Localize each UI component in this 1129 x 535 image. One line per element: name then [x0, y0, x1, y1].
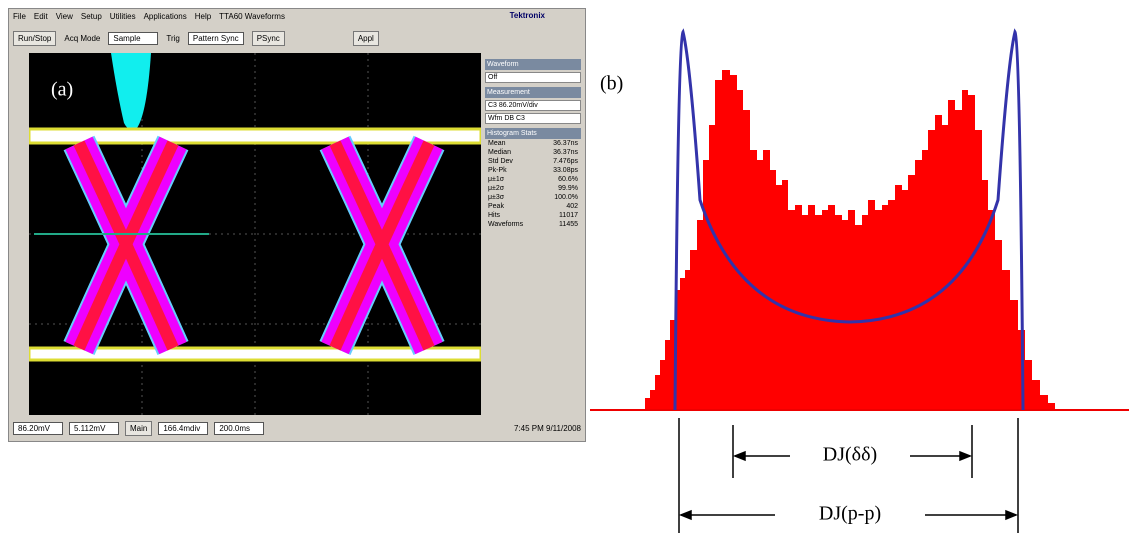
stat-value: 402 [566, 203, 578, 210]
offset[interactable]: 5.112mV [69, 422, 119, 435]
menu-item[interactable]: Applications [144, 12, 187, 21]
main-button[interactable]: Main [125, 421, 152, 436]
stat-row: μ±3σ 100.0% [485, 193, 581, 202]
stat-name: Waveforms [488, 221, 523, 228]
hpos[interactable]: 166.4mdiv [158, 422, 208, 435]
panel-label: (b) [600, 73, 623, 95]
dj-dd-label: DJ(δδ) [823, 444, 877, 466]
menu-item[interactable]: TTA60 Waveforms [219, 12, 285, 21]
stat-row: μ±2σ 99.9% [485, 184, 581, 193]
section-header: Waveform [485, 59, 581, 70]
stat-name: Median [488, 149, 511, 156]
stat-row: Pk-Pk 33.08ps [485, 166, 581, 175]
stat-row: Std Dev 7.476ps [485, 157, 581, 166]
menu-item[interactable]: View [56, 12, 73, 21]
stat-name: Mean [488, 140, 506, 147]
trig-select[interactable]: Pattern Sync [188, 32, 244, 45]
stat-name: μ±1σ [488, 176, 504, 183]
psync-button[interactable]: PSync [252, 31, 285, 46]
stat-row: Waveforms 11455 [485, 220, 581, 229]
stat-row: μ±1σ 60.6% [485, 175, 581, 184]
run-button[interactable]: Run/Stop [13, 31, 56, 46]
stat-name: μ±3σ [488, 194, 504, 201]
clock: 7:45 PM 9/11/2008 [514, 424, 581, 433]
status-bar: 86.20mV 5.112mV Main 166.4mdiv 200.0ms 7… [9, 417, 585, 439]
stat-value: 11455 [559, 221, 578, 228]
menu-item[interactable]: Help [195, 12, 211, 21]
stat-value: 11017 [559, 212, 578, 219]
stat-row: Peak 402 [485, 202, 581, 211]
toolbar: Run/Stop Acq Mode Sample Trig Pattern Sy… [9, 25, 585, 51]
acq-select[interactable]: Sample [108, 32, 158, 45]
section-value[interactable]: Off [485, 72, 581, 83]
histogram [640, 70, 1055, 410]
brand: Tektronix [510, 11, 545, 20]
stat-value: 7.476ps [553, 158, 578, 165]
hscale[interactable]: 200.0ms [214, 422, 264, 435]
menu-item[interactable]: Utilities [110, 12, 136, 21]
dj-pp-label: DJ(p-p) [819, 503, 881, 525]
vscale[interactable]: 86.20mV [13, 422, 63, 435]
menu-item[interactable]: Setup [81, 12, 102, 21]
scope-display: (a) [29, 53, 481, 415]
stat-value: 100.0% [554, 194, 578, 201]
stat-row: Mean 36.37ns [485, 139, 581, 148]
section-value[interactable]: Wfm DB C3 [485, 113, 581, 124]
stat-name: Pk-Pk [488, 167, 507, 174]
stat-value: 99.9% [558, 185, 578, 192]
appl-button[interactable]: Appl [353, 31, 379, 46]
page: File Edit View Setup Utilities Applications He… [0, 0, 1129, 535]
side-panel: Waveform Off Measurement C3 86.20mV/div … [485, 55, 581, 413]
stat-value: 60.6% [558, 176, 578, 183]
stat-value: 36.37ns [553, 140, 578, 147]
stat-name: Peak [488, 203, 504, 210]
trig-label: Trig [166, 34, 179, 43]
menu-item[interactable]: File [13, 12, 26, 21]
acq-label: Acq Mode [64, 34, 100, 43]
stat-row: Median 36.37ns [485, 148, 581, 157]
menu-item[interactable]: Edit [34, 12, 48, 21]
panel-label: (a) [51, 79, 73, 101]
stat-name: Hits [488, 212, 500, 219]
stat-name: Std Dev [488, 158, 513, 165]
stat-value: 33.08ps [553, 167, 578, 174]
section-header: Histogram Stats [485, 128, 581, 139]
scope-window: File Edit View Setup Utilities Applications He… [8, 8, 586, 442]
menu-bar: File Edit View Setup Utilities Applications He… [9, 9, 585, 23]
stat-row: Hits 11017 [485, 211, 581, 220]
section-value[interactable]: C3 86.20mV/div [485, 100, 581, 111]
jitter-diagram: (b) DJ(δδ) DJ(p-p) [590, 0, 1129, 535]
stat-value: 36.37ns [553, 149, 578, 156]
section-header: Measurement [485, 87, 581, 98]
stat-name: μ±2σ [488, 185, 504, 192]
